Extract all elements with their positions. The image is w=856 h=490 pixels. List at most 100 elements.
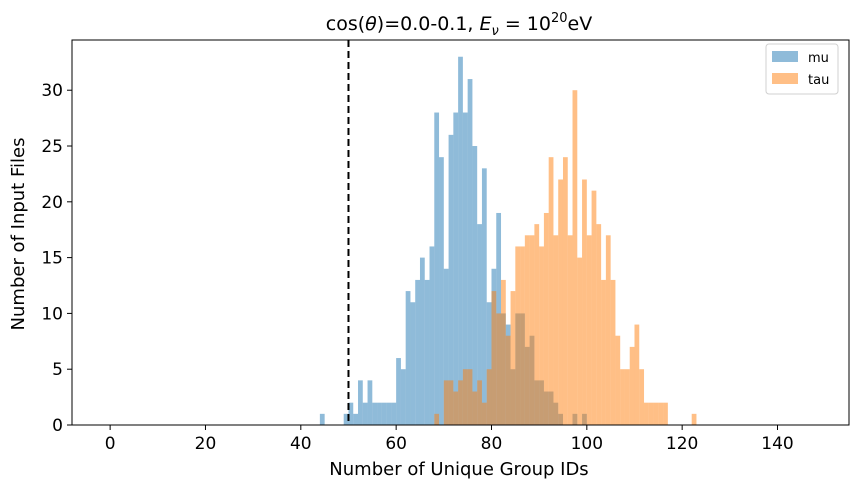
bar-tau	[624, 369, 630, 425]
bar-tau	[586, 235, 592, 425]
bar-tau	[615, 335, 621, 425]
bar-mu	[443, 268, 449, 425]
legend: mu tau	[765, 43, 839, 95]
bar-tau	[582, 179, 587, 425]
x-tick-label: 20	[195, 434, 217, 454]
bar-tau	[591, 190, 597, 425]
y-axis-ticks: 0 5 10 15 20 25 30	[41, 81, 72, 436]
y-axis-label: Number of Input Files	[8, 138, 29, 331]
bar-mu	[372, 402, 378, 425]
x-axis-label: Number of Unique Group IDs	[329, 459, 588, 480]
x-axis-ticks: 0 20 40 60 80 100 120 140	[105, 425, 794, 454]
bar-tau	[691, 413, 697, 425]
chart-title: cos(θ)=0.0-0.1, Eν = 1020eV	[326, 11, 592, 39]
bar-tau	[543, 212, 549, 425]
bar-tau	[553, 235, 559, 425]
bar-mu	[343, 413, 349, 425]
bar-tau	[562, 157, 568, 425]
bar-tau	[572, 90, 578, 425]
bar-tau	[453, 391, 459, 425]
bar-tau	[448, 380, 454, 425]
x-tick-label: 40	[290, 434, 312, 454]
bar-tau	[577, 257, 583, 425]
bar-tau	[505, 335, 511, 425]
bar-tau	[472, 391, 478, 425]
bar-tau	[548, 157, 554, 425]
x-tick-label: 140	[761, 434, 793, 454]
bar-tau	[610, 279, 616, 425]
x-tick-label: 120	[666, 434, 698, 454]
bar-mu	[472, 146, 478, 425]
bar-mu	[367, 380, 373, 425]
bar-mu	[319, 413, 325, 425]
bar-tau	[486, 369, 492, 425]
bar-tau	[601, 279, 606, 425]
bar-tau	[663, 402, 668, 425]
bar-tau	[648, 402, 654, 425]
bar-tau	[501, 279, 506, 425]
bar-tau	[467, 369, 473, 425]
bar-mu	[391, 402, 397, 425]
bar-tau	[443, 380, 449, 425]
bar-mu	[377, 402, 382, 425]
bar-mu	[477, 224, 482, 425]
bar-mu	[424, 279, 430, 425]
bar-tau	[567, 235, 573, 425]
bar-mu	[348, 402, 354, 425]
bar-tau	[644, 402, 649, 425]
bar-mu	[386, 402, 392, 425]
y-tick-label: 5	[52, 360, 63, 380]
bar-tau	[639, 369, 645, 425]
bar-mu	[419, 257, 425, 425]
bar-tau	[458, 380, 463, 425]
histogram-bars	[319, 56, 697, 426]
bar-mu	[462, 112, 468, 426]
bar-mu	[439, 157, 444, 425]
bar-tau	[434, 413, 440, 425]
x-tick-label: 100	[571, 434, 603, 454]
bar-mu	[362, 402, 368, 425]
y-tick-label: 15	[41, 249, 63, 269]
y-tick-label: 30	[41, 81, 63, 101]
bar-tau	[534, 224, 540, 425]
bar-tau	[481, 402, 487, 425]
bar-tau	[477, 380, 482, 425]
bar-tau	[529, 235, 535, 425]
bar-tau	[496, 313, 502, 425]
legend-swatch-tau	[772, 73, 798, 84]
bar-mu	[353, 413, 359, 425]
bar-mu	[410, 302, 416, 425]
bar-mu	[381, 402, 387, 425]
legend-swatch-mu	[772, 51, 798, 62]
bar-mu	[467, 79, 473, 425]
bar-tau	[520, 246, 525, 425]
bar-tau	[510, 291, 516, 425]
bar-mu	[453, 112, 459, 426]
bar-mu	[486, 302, 492, 425]
bar-mu	[358, 380, 363, 425]
bar-mu	[405, 291, 411, 425]
bar-mu	[481, 168, 487, 426]
bar-tau	[558, 179, 563, 425]
bar-tau	[620, 369, 625, 425]
bar-tau	[462, 369, 468, 425]
legend-label-tau: tau	[808, 73, 829, 88]
bar-tau	[515, 246, 521, 425]
x-tick-label: 60	[385, 434, 407, 454]
y-tick-label: 10	[41, 304, 63, 324]
bar-tau	[634, 324, 640, 425]
bar-tau	[539, 246, 544, 425]
bar-tau	[658, 402, 664, 425]
y-tick-label: 20	[41, 193, 63, 213]
bar-tau	[524, 235, 530, 425]
x-tick-label: 80	[481, 434, 503, 454]
plot-frame	[71, 39, 850, 426]
bar-mu	[396, 358, 401, 425]
bar-tau	[491, 291, 497, 425]
bar-mu	[448, 134, 454, 425]
bar-mu	[400, 369, 406, 425]
bar-mu	[415, 279, 420, 425]
legend-label-mu: mu	[808, 51, 829, 66]
bar-tau	[605, 235, 611, 425]
